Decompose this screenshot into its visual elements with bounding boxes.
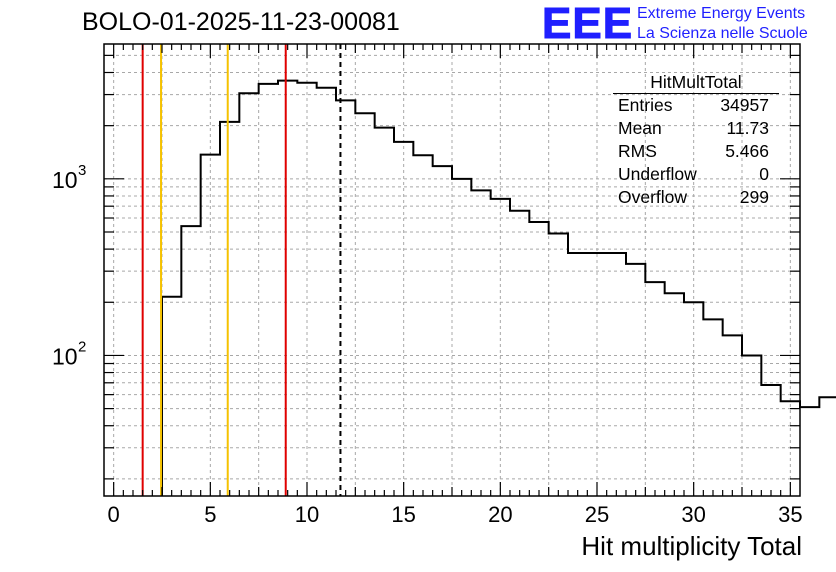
y-tick-label: 10 (52, 343, 78, 369)
histogram-bin (645, 282, 664, 496)
histogram-bin (607, 253, 626, 496)
histogram-bin (781, 401, 800, 496)
x-tick-label: 25 (585, 502, 609, 527)
y-tick-label: 10 (52, 167, 78, 193)
histogram-outline (161, 79, 836, 496)
stats-row: Overflow 299 (610, 186, 769, 209)
histogram-bin (819, 397, 836, 496)
x-axis-label: Hit multiplicity Total (581, 531, 802, 561)
stats-label: Underflow (618, 164, 697, 184)
x-tick-label: 15 (391, 502, 415, 527)
stats-value: 299 (739, 187, 769, 207)
y-tick-exponent: 2 (78, 338, 86, 355)
stats-row: Entries 34957 (610, 94, 769, 117)
stats-label: Overflow (618, 187, 688, 207)
histogram-bin (201, 155, 220, 496)
stats-value: 5.466 (725, 141, 769, 161)
histogram-bin (375, 128, 394, 496)
histogram-bin (723, 335, 742, 496)
axis-ticks (104, 44, 800, 496)
histogram-bin (684, 302, 703, 496)
histogram-bin (587, 253, 606, 496)
x-tick-label: 5 (204, 502, 216, 527)
histogram-bin (491, 199, 510, 496)
stats-label: Mean (618, 118, 662, 138)
x-tick-label: 30 (681, 502, 705, 527)
histogram-bin (742, 355, 761, 496)
histogram-bin (800, 407, 819, 496)
histogram-bin (259, 84, 278, 496)
histogram-bin (181, 226, 200, 496)
histogram-bin (703, 319, 722, 496)
stats-row: Mean 11.73 (610, 117, 769, 140)
histogram-bin (220, 122, 239, 496)
x-tick-label: 20 (488, 502, 512, 527)
histogram-bin (471, 190, 490, 496)
histogram-bin (665, 293, 684, 496)
stats-box: HitMultTotal Entries 34957 Mean 11.73 RM… (610, 72, 806, 209)
stats-label: RMS (618, 141, 657, 161)
logo-caption-line2: La Scienza nelle Scuole (637, 25, 808, 42)
stats-value: 11.73 (726, 118, 770, 138)
histogram-bin (394, 142, 413, 496)
histogram-bin (336, 100, 355, 496)
stats-row: Underflow 0 (610, 163, 769, 186)
histogram-bin (162, 297, 181, 496)
stats-label: Entries (618, 95, 673, 115)
histogram-bin (317, 88, 336, 496)
histogram-bin (433, 166, 452, 496)
x-tick-label: 35 (778, 502, 802, 527)
stats-value: 0 (759, 164, 769, 184)
histogram-bin (549, 234, 568, 496)
histogram-bin (626, 264, 645, 496)
x-tick-label: 0 (108, 502, 120, 527)
stats-title: HitMultTotal (613, 72, 779, 94)
histogram-bin (297, 83, 316, 496)
histogram-bin (529, 222, 548, 496)
marker-lines (141, 44, 342, 496)
stats-value: 34957 (720, 95, 769, 115)
eee-logo: EEE (541, 0, 634, 48)
x-tick-label: 10 (295, 502, 319, 527)
histogram-bin (452, 179, 471, 496)
grid-lines (104, 44, 800, 496)
histogram-series (161, 79, 836, 496)
histogram-bin (355, 113, 374, 496)
histogram-bin (761, 385, 780, 496)
histogram-bin (510, 211, 529, 496)
y-tick-exponent: 3 (78, 162, 86, 179)
histogram-bin (568, 253, 587, 496)
run-title: BOLO-01-2025-11-23-00081 (82, 8, 400, 36)
histogram-bin (413, 155, 432, 496)
histogram-bin (239, 93, 258, 496)
histogram-bin (278, 81, 297, 496)
logo-caption-line1: Extreme Energy Events (637, 5, 806, 22)
eee-logo-caption: Extreme Energy Events La Scienza nelle S… (637, 4, 808, 44)
stats-row: RMS 5.466 (610, 140, 769, 163)
